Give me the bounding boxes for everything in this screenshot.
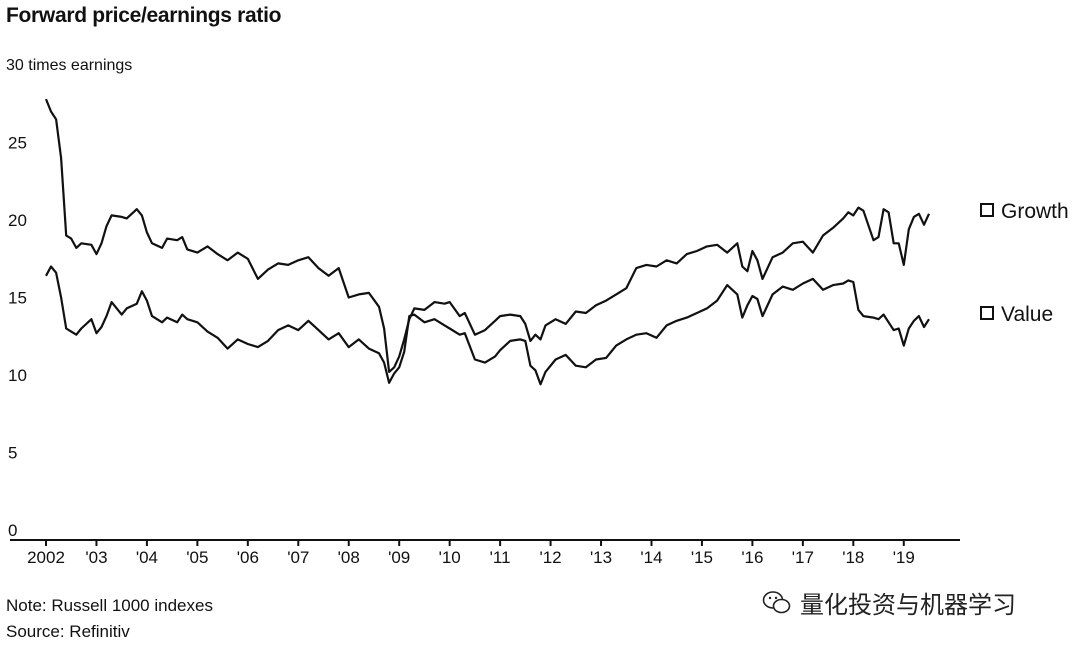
- x-tick-label: '05: [186, 548, 208, 567]
- x-axis: 2002 '03 '04 '05 '06 '07 '08 '09 '10 '11 '12 '13 '14…: [10, 539, 960, 567]
- y-tick-label: 15: [8, 289, 27, 308]
- y-tick-label: 5: [8, 444, 17, 463]
- y-tick-label: 25: [8, 134, 27, 153]
- x-tick-label: '08: [338, 548, 360, 567]
- x-tick-label: '04: [136, 548, 158, 567]
- watermark-text: 量化投资与机器学习: [800, 591, 1016, 619]
- x-tick-label: '12: [539, 548, 561, 567]
- y-tick-label: 20: [8, 211, 27, 230]
- x-tick-label: '10: [439, 548, 461, 567]
- x-tick-label: '09: [388, 548, 410, 567]
- chart-note: Note: Russell 1000 indexes: [6, 596, 213, 615]
- chart-title: Forward price/earnings ratio: [6, 4, 282, 27]
- series-line-value: [45, 265, 930, 386]
- legend-label-value: Value: [1001, 303, 1053, 326]
- y-tick-label: 10: [8, 366, 27, 385]
- series-line-growth: [44, 98, 930, 373]
- legend-swatch: [980, 203, 994, 217]
- x-tick-label: '11: [490, 548, 511, 567]
- legend-swatch: [980, 306, 994, 320]
- wechat-icon: [762, 590, 791, 613]
- x-tick-label: '18: [842, 548, 864, 567]
- y-axis-ticks: 0 5 10 15 20 25: [8, 134, 27, 541]
- legend: Growth Value: [980, 200, 1069, 326]
- chart-plot: 0 5 10 15 20 25 2002 '03 '04 '05 '06 '07 '08 '09 '10 '…: [8, 98, 1069, 567]
- y-axis-unit-label: 30 times earnings: [6, 57, 133, 74]
- series-lines: [44, 98, 930, 386]
- y-tick-label: 0: [8, 521, 17, 540]
- legend-label-growth: Growth: [1001, 200, 1069, 223]
- x-tick-label: '07: [287, 548, 309, 567]
- chart-source: Source: Refinitiv: [6, 622, 130, 641]
- x-tick-label: '06: [237, 548, 259, 567]
- x-tick-label: '14: [640, 548, 662, 567]
- x-tick-label: '17: [792, 548, 814, 567]
- x-tick-label: '03: [85, 548, 107, 567]
- x-tick-label: 2002: [27, 548, 65, 567]
- x-tick-label: '15: [691, 548, 713, 567]
- x-tick-label: '16: [741, 548, 763, 567]
- x-tick-label: '19: [893, 548, 915, 567]
- x-tick-label: '13: [590, 548, 612, 567]
- watermark: 量化投资与机器学习: [762, 585, 1016, 620]
